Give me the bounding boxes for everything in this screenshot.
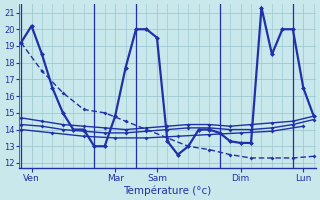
X-axis label: Température (°c): Température (°c): [123, 185, 212, 196]
